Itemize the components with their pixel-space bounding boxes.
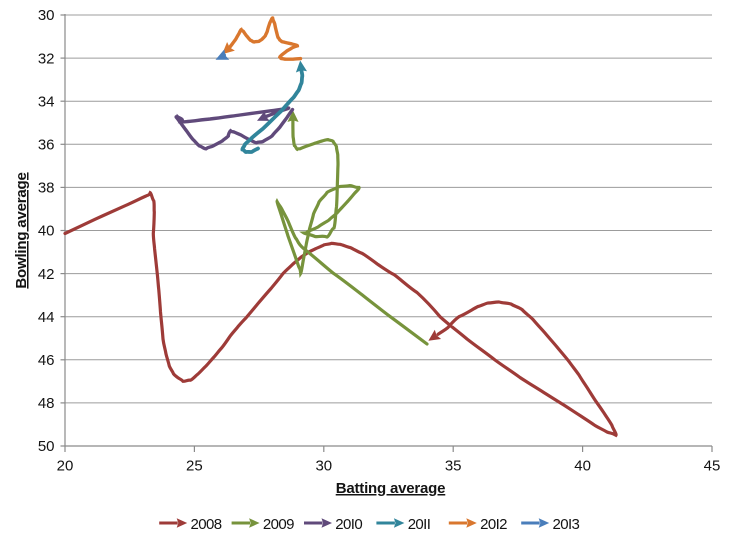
- svg-text:38: 38: [38, 180, 55, 197]
- svg-text:40: 40: [38, 223, 55, 240]
- svg-text:44: 44: [38, 309, 55, 326]
- svg-text:20I3: 20I3: [553, 516, 580, 533]
- svg-text:20II: 20II: [408, 516, 431, 533]
- svg-text:Batting average: Batting average: [336, 480, 446, 497]
- svg-text:25: 25: [186, 458, 203, 475]
- svg-text:20I2: 20I2: [480, 516, 507, 533]
- svg-text:35: 35: [445, 458, 462, 475]
- svg-text:36: 36: [38, 137, 55, 154]
- svg-text:50: 50: [38, 438, 55, 455]
- svg-text:42: 42: [38, 266, 55, 283]
- svg-text:20I0: 20I0: [335, 516, 362, 533]
- svg-text:2009: 2009: [263, 516, 294, 533]
- svg-text:40: 40: [574, 458, 591, 475]
- svg-text:20: 20: [57, 458, 74, 475]
- svg-text:48: 48: [38, 395, 55, 412]
- svg-text:32: 32: [38, 50, 55, 67]
- svg-text:34: 34: [38, 93, 55, 110]
- svg-text:46: 46: [38, 352, 55, 369]
- svg-text:2008: 2008: [191, 516, 222, 533]
- svg-text:30: 30: [38, 7, 55, 24]
- svg-text:45: 45: [704, 458, 721, 475]
- svg-text:Bowling average: Bowling average: [13, 172, 30, 288]
- svg-text:30: 30: [315, 458, 332, 475]
